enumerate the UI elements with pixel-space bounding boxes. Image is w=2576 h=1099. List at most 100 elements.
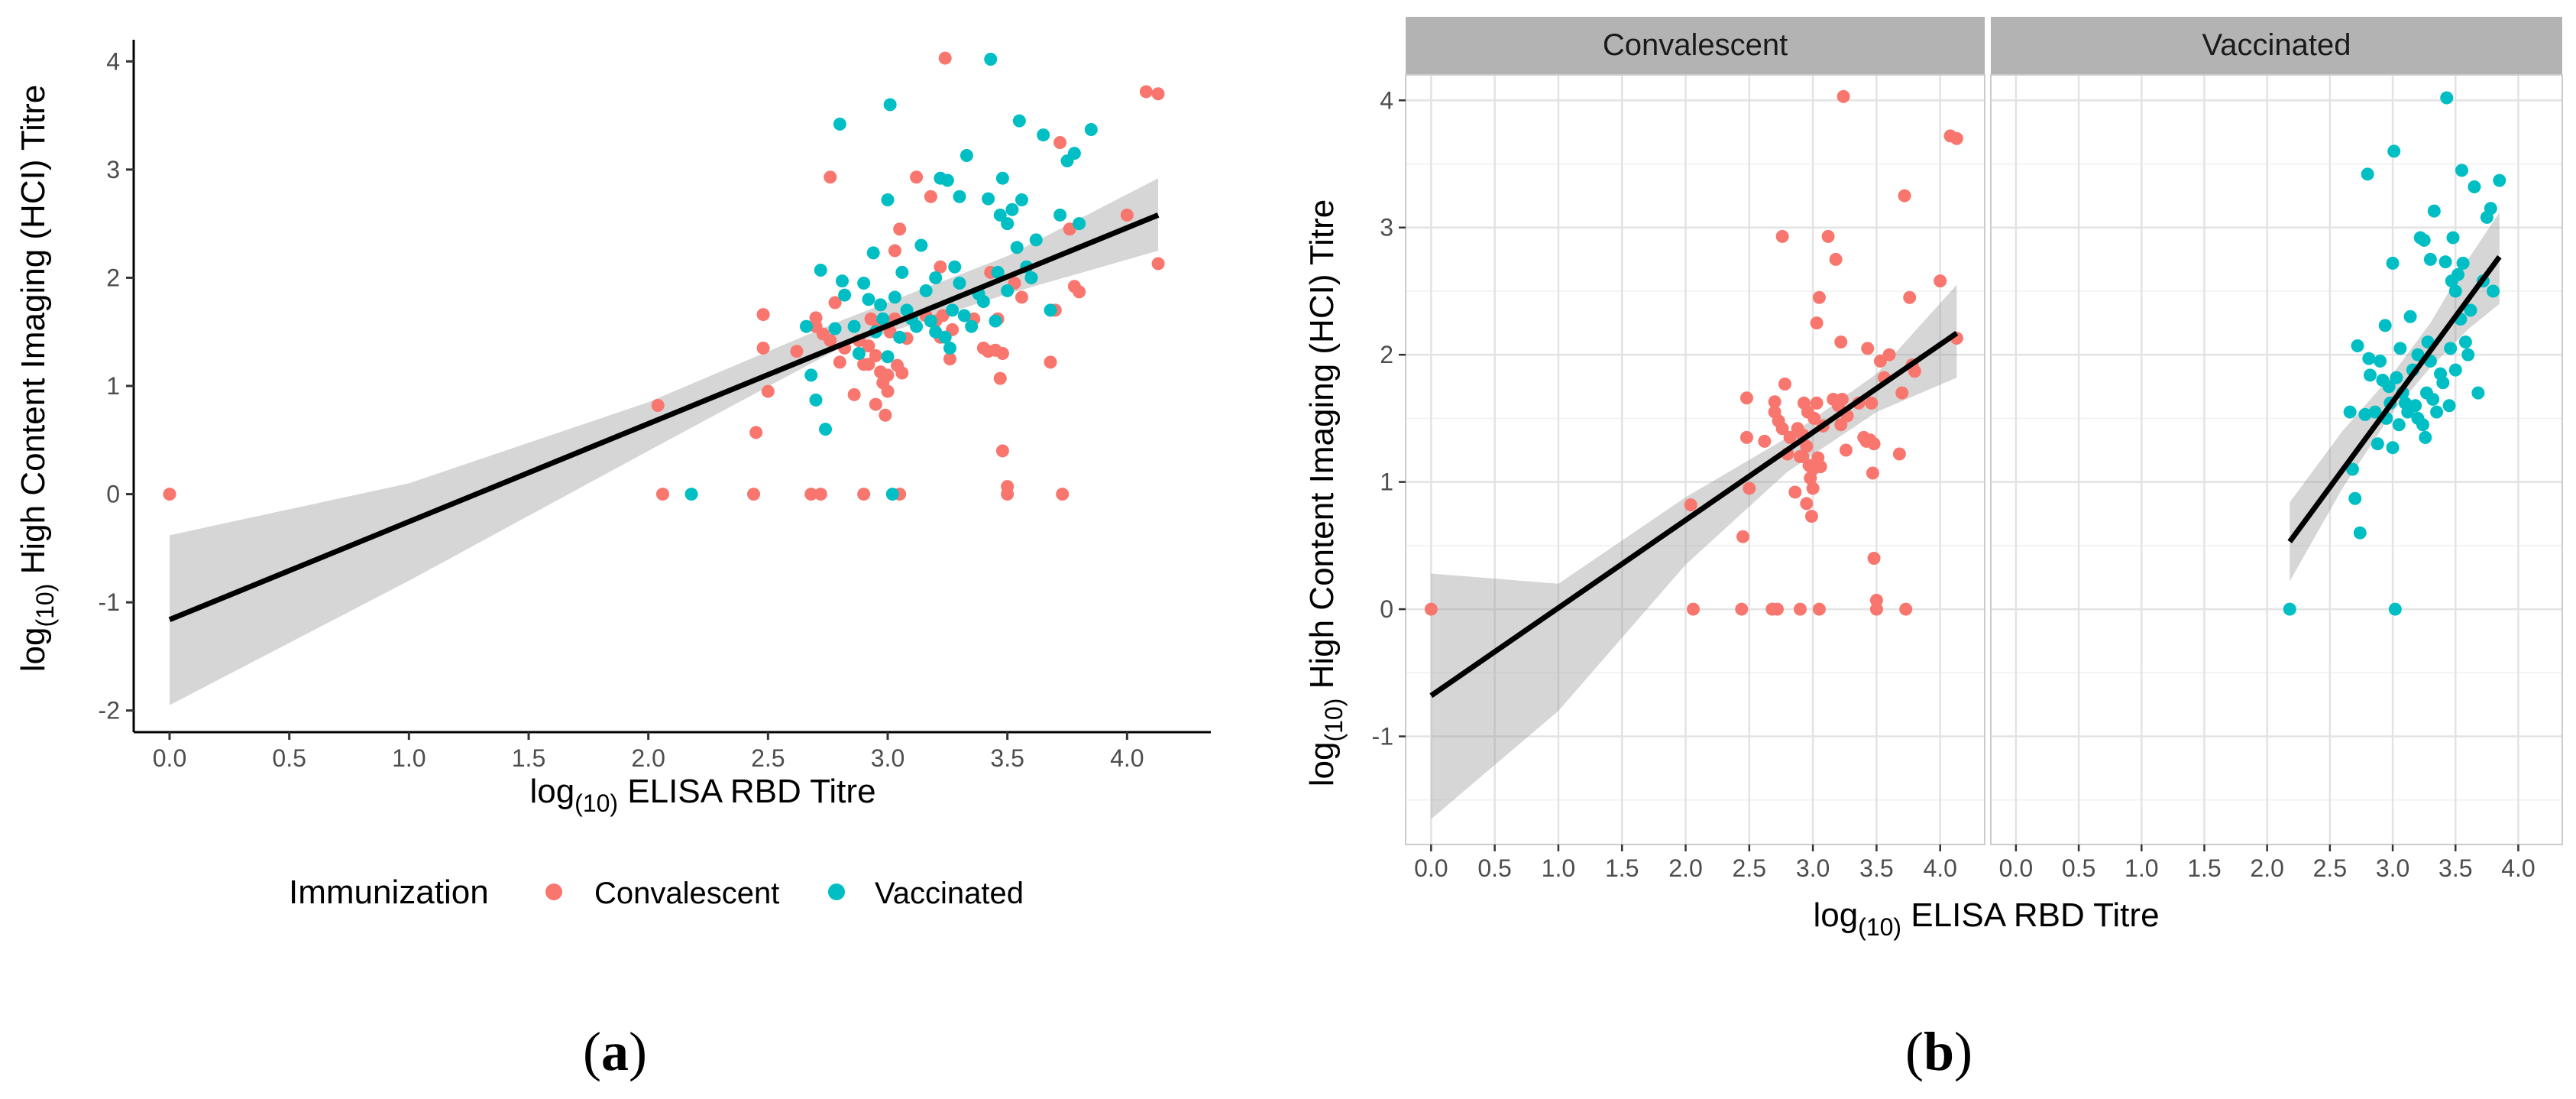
point-vaccinated <box>881 193 895 207</box>
b-x-tick-label: 2.0 <box>1668 854 1702 882</box>
point-vaccinated <box>929 325 943 339</box>
point-convalescent <box>1837 89 1850 103</box>
point-convalescent <box>1804 510 1818 524</box>
point-convalescent <box>1001 488 1015 501</box>
point-vaccinated <box>799 319 813 333</box>
point-convalescent <box>924 190 937 203</box>
b-x-axis-title: log(10) ELISA RBD Titre <box>1813 896 2159 941</box>
point-convalescent <box>1063 222 1076 236</box>
point-vaccinated <box>1073 217 1086 231</box>
point-vaccinated <box>953 190 966 203</box>
point-vaccinated <box>2378 319 2392 332</box>
point-vaccinated <box>2487 284 2500 298</box>
strip-label-convalescent: Convalescent <box>1603 28 1788 62</box>
a-x-axis-title: log(10) ELISA RBD Titre <box>529 773 875 817</box>
point-vaccinated <box>929 271 943 284</box>
point-convalescent <box>1810 396 1824 410</box>
point-vaccinated <box>1084 122 1098 136</box>
point-vaccinated <box>895 265 909 279</box>
point-vaccinated <box>984 52 998 66</box>
point-convalescent <box>1812 602 1826 616</box>
point-convalescent <box>1743 481 1756 495</box>
point-vaccinated <box>2430 405 2444 419</box>
point-convalescent <box>1834 336 1848 349</box>
a-x-tick-label: 2.5 <box>751 744 785 772</box>
a-x-tick-label: 1.0 <box>392 744 426 772</box>
point-vaccinated <box>993 208 1007 222</box>
point-convalescent <box>888 244 901 258</box>
point-convalescent <box>857 488 871 501</box>
point-vaccinated <box>857 277 871 290</box>
strip-label-vaccinated: Vaccinated <box>2202 28 2351 62</box>
b-y-axis-title: log(10) High Content Imaging (HCI) Titre <box>1303 199 1348 787</box>
point-vaccinated <box>2484 202 2497 216</box>
point-vaccinated <box>2438 255 2452 269</box>
point-vaccinated <box>809 393 823 407</box>
point-convalescent <box>814 488 827 501</box>
point-vaccinated <box>2351 339 2364 353</box>
point-vaccinated <box>883 98 897 112</box>
point-vaccinated <box>835 274 849 288</box>
facet-convalescent <box>1405 17 1985 851</box>
panel-label-a: (a) <box>583 1021 647 1082</box>
point-convalescent <box>655 488 669 501</box>
b-x-tick-label: 2.5 <box>2313 854 2347 882</box>
point-convalescent <box>1073 285 1086 299</box>
point-vaccinated <box>814 264 827 277</box>
b-x-tick-label: 0.5 <box>1477 854 1511 882</box>
point-vaccinated <box>1029 233 1043 247</box>
facet-background <box>1991 75 2562 845</box>
point-convalescent <box>1044 355 1057 369</box>
point-convalescent <box>1775 229 1789 243</box>
point-vaccinated <box>819 423 833 436</box>
point-convalescent <box>1898 189 1911 203</box>
point-convalescent <box>936 309 950 323</box>
b-y-tick-label: 0 <box>1380 595 1393 623</box>
a-confidence-band <box>170 178 1159 705</box>
point-vaccinated <box>960 148 973 162</box>
point-vaccinated <box>866 246 880 260</box>
point-vaccinated <box>885 488 899 501</box>
a-scatter-points <box>163 51 1165 501</box>
point-convalescent <box>1865 396 1879 410</box>
point-convalescent <box>1899 602 1913 616</box>
point-convalescent <box>1806 481 1820 495</box>
point-convalescent <box>1687 602 1701 616</box>
point-vaccinated <box>1001 284 1015 297</box>
panel-label-b: (b) <box>1905 1021 1972 1082</box>
point-vaccinated <box>1001 217 1015 231</box>
b-x-tick-label: 0.5 <box>2062 854 2095 882</box>
point-vaccinated <box>976 295 990 309</box>
point-vaccinated <box>946 303 960 317</box>
a-y-tick-label: 0 <box>106 481 120 508</box>
point-vaccinated <box>1067 147 1081 160</box>
point-convalescent <box>910 170 924 184</box>
b-x-tick-label: 3.0 <box>2376 854 2409 882</box>
point-vaccinated <box>2358 407 2372 421</box>
a-y-tick-label: 2 <box>106 264 120 291</box>
point-vaccinated <box>881 350 895 364</box>
point-convalescent <box>1866 466 1879 480</box>
point-convalescent <box>1778 377 1791 391</box>
b-x-tick-label: 1.0 <box>1542 854 1575 882</box>
point-vaccinated <box>2343 405 2357 419</box>
point-convalescent <box>869 397 882 411</box>
point-vaccinated <box>2451 267 2465 281</box>
point-vaccinated <box>852 347 866 361</box>
point-vaccinated <box>2471 386 2485 400</box>
point-convalescent <box>1739 391 1753 405</box>
point-vaccinated <box>2458 336 2472 349</box>
point-convalescent <box>1151 87 1165 101</box>
point-vaccinated <box>2362 352 2376 365</box>
ci-band <box>1431 284 1957 819</box>
panel-a-chart: -2 -1 0 1 2 3 4 0.0 0.5 1.0 1.5 2.0 2.5 3.0 3.5 4.0 lo… <box>15 40 1211 911</box>
point-vaccinated <box>2448 363 2462 377</box>
b-x-tick-label: 3.5 <box>2438 854 2472 882</box>
point-convalescent <box>1053 135 1067 149</box>
a-x-tick-label: 1.5 <box>512 744 545 772</box>
strip-background <box>1991 17 2562 75</box>
point-convalescent <box>1793 602 1807 616</box>
b-x-tick-label: 1.0 <box>2125 854 2158 882</box>
point-vaccinated <box>940 173 954 187</box>
